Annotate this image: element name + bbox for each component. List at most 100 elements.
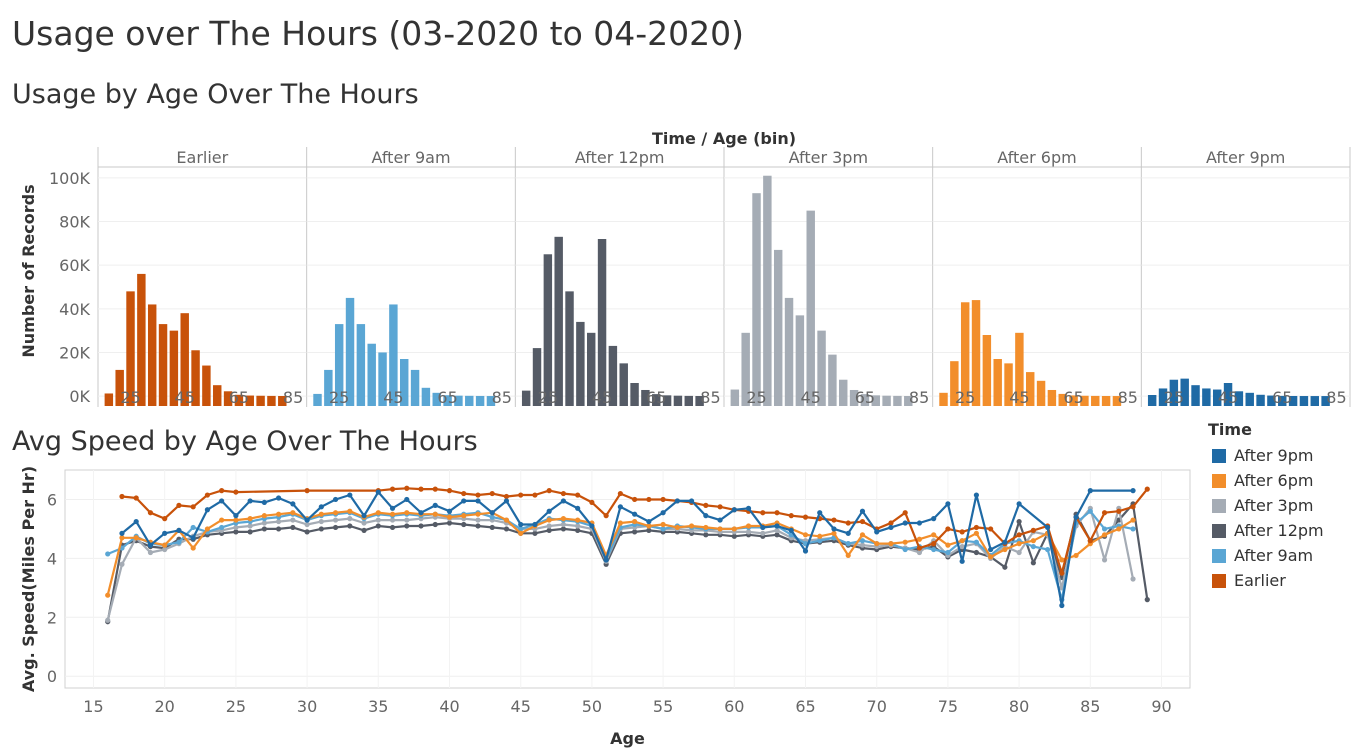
facet-header-earlier: Earlier [176, 148, 228, 167]
data-point [204, 492, 211, 498]
data-point [389, 524, 396, 531]
data-point [1087, 538, 1093, 544]
data-point [1016, 541, 1022, 547]
data-point [646, 523, 652, 529]
data-point [945, 542, 951, 548]
data-point [703, 532, 709, 538]
data-point [318, 526, 324, 532]
bar [1158, 388, 1168, 406]
data-point [290, 510, 296, 516]
data-point [1002, 546, 1008, 553]
bar [465, 395, 474, 406]
data-point [959, 529, 965, 535]
data-point [432, 521, 438, 528]
legend-label: After 9am [1234, 546, 1314, 565]
legend-item[interactable]: After 9pm [1208, 443, 1358, 468]
data-point [119, 535, 125, 541]
data-point [219, 488, 225, 494]
data-point [1044, 524, 1051, 531]
x-tick-label: 20 [155, 697, 175, 716]
legend-item[interactable]: Earlier [1208, 568, 1358, 593]
facet-header-after-3pm: After 3pm [789, 148, 868, 167]
y-axis-label: Avg. Speed(Miles Per Hr) [19, 466, 38, 692]
bar [1004, 363, 1013, 406]
bar [1069, 395, 1078, 406]
data-point [304, 529, 310, 535]
x-tick-label: 85 [1118, 388, 1138, 407]
bar [432, 392, 441, 406]
data-point [361, 513, 367, 519]
legend-swatch [1212, 498, 1226, 513]
bar [1112, 396, 1122, 406]
x-tick-label: 60 [724, 697, 744, 716]
bar [904, 396, 913, 406]
data-point [1073, 552, 1079, 559]
x-axis-label: Age [610, 729, 645, 748]
data-point [831, 530, 837, 536]
x-tick-label: 85 [1326, 388, 1346, 407]
data-point [745, 505, 752, 511]
x-tick-label: 45 [801, 388, 821, 407]
data-point [1059, 570, 1065, 576]
facet-header-after-6pm: After 6pm [997, 148, 1076, 167]
data-point [276, 511, 282, 517]
x-tick-label: 30 [297, 697, 317, 716]
bar [576, 321, 585, 406]
data-point [105, 592, 111, 598]
data-point [133, 495, 139, 501]
x-tick-label: 25 [538, 388, 558, 407]
bar [1267, 395, 1276, 406]
legend-item[interactable]: After 9am [1208, 543, 1358, 568]
data-point [560, 490, 567, 497]
x-tick-label: 65 [1272, 388, 1292, 407]
data-point [347, 516, 353, 522]
data-point [902, 546, 908, 553]
bar [554, 236, 563, 406]
bar [1299, 396, 1309, 406]
bar [806, 210, 815, 406]
x-tick-label: 85 [1080, 697, 1100, 716]
data-point [190, 545, 196, 551]
data-point [973, 524, 979, 531]
bar [1036, 380, 1046, 406]
legend-item[interactable]: After 6pm [1208, 468, 1358, 493]
data-point [1016, 501, 1022, 507]
bar [1278, 395, 1287, 406]
data-point [1144, 597, 1150, 603]
bar [1245, 392, 1254, 406]
data-point [1030, 538, 1036, 544]
x-tick-label: 45 [383, 388, 403, 407]
data-point [1059, 602, 1065, 609]
data-point [888, 524, 894, 531]
data-point [375, 510, 381, 516]
data-point [1130, 526, 1136, 532]
data-point [703, 524, 709, 531]
legend-item[interactable]: After 12pm [1208, 518, 1358, 543]
legend-label: After 6pm [1234, 471, 1314, 490]
data-point [959, 558, 965, 564]
bar [410, 369, 420, 406]
data-point [945, 526, 951, 532]
data-point [105, 551, 111, 557]
data-point [660, 510, 666, 516]
data-point [1016, 532, 1022, 538]
bar [1091, 395, 1100, 406]
data-point [575, 492, 581, 498]
data-point [660, 496, 666, 503]
data-point [304, 521, 310, 528]
data-point [404, 510, 410, 516]
data-point [774, 532, 780, 538]
data-point [446, 508, 453, 514]
x-tick-label: 55 [653, 697, 673, 716]
bar [1191, 385, 1200, 406]
legend-item[interactable]: After 3pm [1208, 493, 1358, 518]
data-point [617, 504, 623, 510]
bar [1080, 395, 1089, 406]
data-point [1144, 486, 1150, 492]
x-tick-label: 25 [226, 697, 246, 716]
data-point [332, 496, 339, 503]
data-point [176, 539, 182, 545]
data-point [290, 517, 296, 523]
data-point [105, 617, 111, 623]
data-point [973, 492, 979, 498]
